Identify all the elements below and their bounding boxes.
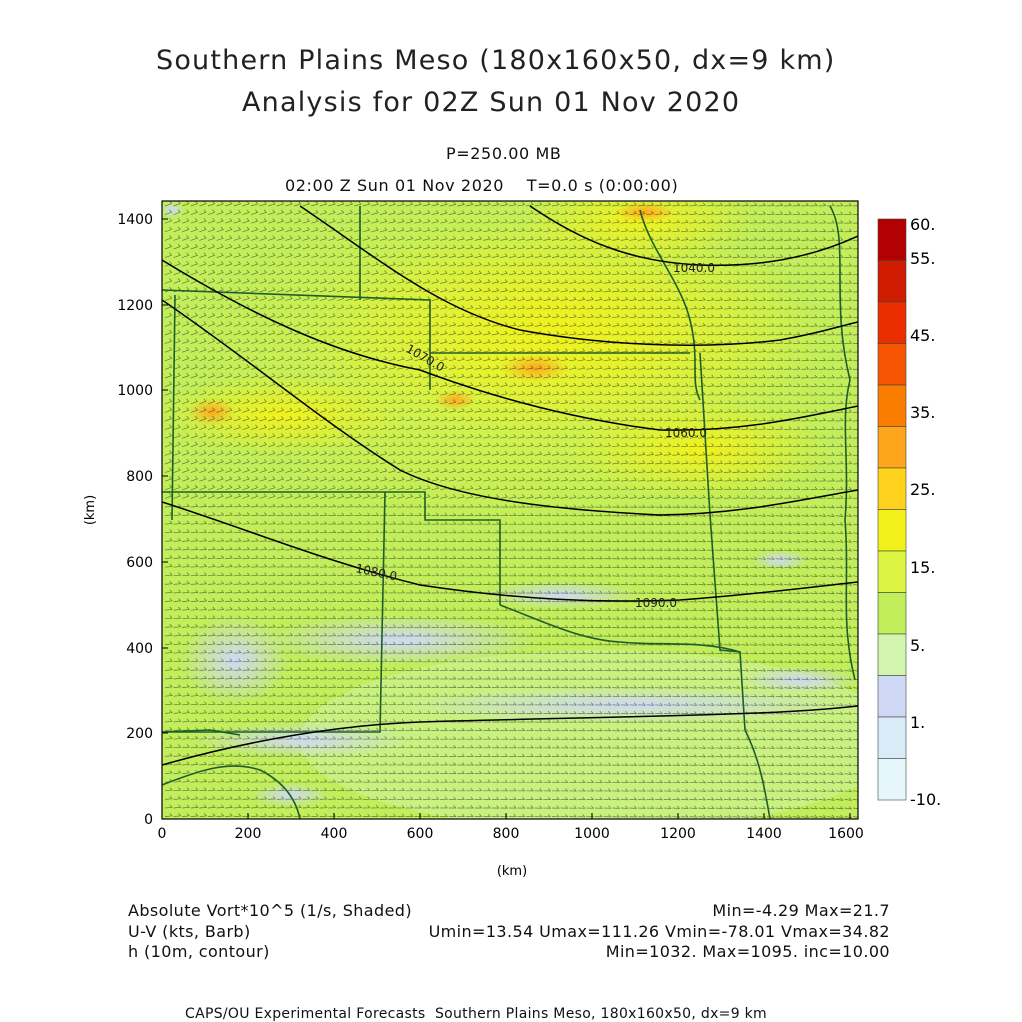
y-tick-label: 1200 [117,298,153,314]
time-label: 02:00 Z Sun 01 Nov 2020 T=0.0 s (0:00:00… [285,176,679,195]
border-rio-grande [162,765,301,819]
x-tick-label: 1600 [828,826,864,842]
credit-line: CAPS/OU Experimental Forecasts Southern … [185,1006,767,1022]
vort-range: Min=-4.29 Max=21.7 [712,901,890,920]
x-tick-label: 800 [493,826,520,842]
contour-1070 [162,259,858,431]
title-line-2: Analysis for 02Z Sun 01 Nov 2020 [242,87,741,118]
colorbar-label: 35. [910,403,935,422]
border-red-river [499,604,741,653]
colorbar-label: 45. [910,326,935,345]
wind-barb-field [164,201,858,818]
x-tick-label: 1200 [660,826,696,842]
contour-1090b [162,705,858,766]
colorbar-swatch [877,343,907,386]
contour-1080 [162,299,858,516]
wind-barbs [164,201,858,818]
border-new-mexico [162,491,386,733]
colorbar-label: 25. [910,480,935,499]
y-axis-label: (km) [83,495,98,525]
border-arkansas [699,352,746,731]
contour-1060 [299,205,858,346]
border-missouri [639,209,701,401]
colorbar-swatch [877,675,907,718]
x-tick-label: 600 [407,826,434,842]
wind-label: U-V (kts, Barb) [128,922,251,941]
colorbar-swatch [877,467,907,510]
border-colorado-north [162,289,431,390]
colorbar-label: 60. [910,215,935,234]
contour-label-1040: 1040.0 [673,261,715,275]
state-borders [162,205,856,819]
y-tick-label: 600 [126,555,153,571]
contour-1090a [162,501,858,602]
height-range: Min=1032. Max=1095. inc=10.00 [605,942,890,961]
y-tick-label: 800 [126,469,153,485]
colorbar-swatch [877,426,907,469]
border-colorado-west [171,294,176,521]
vort-label: Absolute Vort*10^5 (1/s, Shaded) [128,901,413,920]
colorbar-swatch [877,550,907,593]
x-tick-label: 200 [235,826,262,842]
axis-ticks [161,218,851,819]
border-oklahoma-panhandle [162,491,501,605]
plot-frame [161,200,859,820]
contour-1040 [529,205,858,267]
colorbar-label: 1. [910,713,925,732]
colorbar-swatch [877,218,907,261]
height-contours [162,205,858,766]
colorbar [877,218,907,801]
colorbar-label: 55. [910,249,935,268]
x-tick-label: 1400 [746,826,782,842]
x-tick-label: 1000 [574,826,610,842]
colorbar-label: 5. [910,636,925,655]
y-tick-label: 200 [126,726,153,742]
colorbar-swatch [877,260,907,303]
y-tick-label: 400 [126,641,153,657]
y-tick-label: 0 [144,812,153,828]
colorbar-swatch [877,592,907,635]
x-axis-label: (km) [497,864,527,879]
colorbar-swatch [877,301,907,344]
border-mex [162,729,241,736]
contour-label-1060: 1060.0 [665,426,707,440]
colorbar-label: 15. [910,558,935,577]
colorbar-swatch [877,633,907,676]
wind-range: Umin=13.54 Umax=111.26 Vmin=-78.01 Vmax=… [428,922,890,941]
border-mississippi [829,205,856,681]
colorbar-swatch [877,758,907,801]
contour-label-1090: 1090.0 [635,596,677,610]
y-tick-label: 1400 [117,212,153,228]
x-tick-label: 0 [158,826,167,842]
colorbar-swatch [877,509,907,552]
x-tick-label: 400 [321,826,348,842]
colorbar-swatch [877,384,907,427]
y-tick-label: 1000 [117,383,153,399]
title-line-1: Southern Plains Meso (180x160x50, dx=9 k… [156,45,836,76]
level-label: P=250.00 MB [446,144,562,163]
border-texas-louisiana [744,729,771,819]
colorbar-label: -10. [910,790,941,809]
colorbar-swatch [877,716,907,759]
height-label: h (10m, contour) [128,942,270,961]
